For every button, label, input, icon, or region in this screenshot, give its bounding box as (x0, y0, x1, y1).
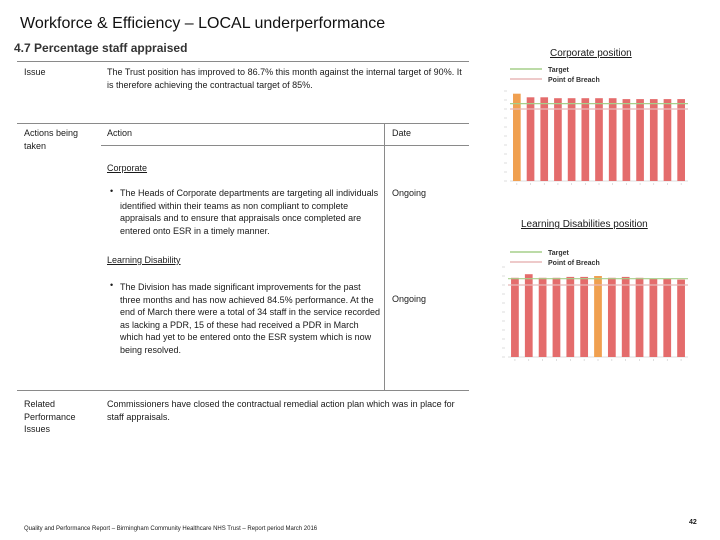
bar (511, 277, 519, 357)
bar (622, 99, 631, 181)
bar (540, 97, 549, 181)
actions-bottom-line (17, 390, 469, 391)
corporate-position-chart: Target Point of Breach (504, 67, 688, 185)
actions-label: Actions being taken (24, 128, 79, 151)
bar (581, 98, 590, 181)
action-column-header: Action (107, 128, 133, 138)
bar (649, 99, 658, 181)
bar (538, 277, 547, 357)
date-column-divider (384, 123, 385, 390)
ld-bullet: • (110, 280, 114, 290)
issue-text: The Trust position has improved to 86.7%… (107, 67, 462, 90)
bar (595, 98, 603, 181)
date-column-header: Date (392, 128, 412, 138)
legend-breach-label: Point of Breach (548, 260, 600, 267)
bar (594, 276, 602, 357)
ld-position-chart: Target Point of Breach (502, 250, 688, 361)
bar (524, 274, 533, 357)
bar (567, 98, 576, 181)
ld-heading: Learning Disability (107, 255, 181, 265)
ld-action-text: The Division has made significant improv… (120, 282, 380, 355)
corporate-date: Ongoing (392, 188, 427, 198)
related-text: Commissioners have closed the contractua… (107, 399, 455, 422)
bar (621, 276, 630, 357)
footer-text: Quality and Performance Report – Birming… (24, 526, 318, 532)
bar (649, 278, 658, 357)
bar (677, 279, 685, 357)
bar (513, 93, 521, 181)
bar (580, 276, 589, 357)
issue-bottom-line (17, 123, 469, 124)
page-number: 42 (689, 519, 697, 526)
bar (552, 277, 561, 357)
legend-breach-label: Point of Breach (548, 77, 600, 84)
page-title: Workforce & Efficiency – LOCAL underperf… (20, 15, 386, 32)
corporate-position-title: Corporate position (550, 48, 632, 59)
legend-target-label: Target (548, 250, 570, 257)
bar (636, 99, 644, 181)
legend-target-label: Target (548, 67, 570, 74)
ld-position-title: Learning Disabilities position (521, 219, 648, 230)
bar (677, 99, 685, 181)
corporate-heading: Corporate (107, 163, 148, 173)
action-header-line (101, 145, 469, 146)
bar (608, 98, 617, 181)
issue-label: Issue (24, 67, 46, 77)
section-title: 4.7 Percentage staff appraised (14, 41, 188, 55)
related-label: Related Performance Issues (24, 399, 76, 435)
corporate-action-text: The Heads of Corporate departments are t… (120, 188, 379, 236)
corporate-bullet: • (110, 186, 114, 196)
bar (607, 277, 616, 357)
bar (554, 98, 562, 181)
bar (635, 277, 644, 357)
table-top-line (17, 61, 469, 62)
bar (566, 276, 575, 357)
bar (663, 99, 672, 181)
bar (663, 278, 672, 357)
bar (526, 97, 535, 181)
ld-date: Ongoing (392, 294, 427, 304)
